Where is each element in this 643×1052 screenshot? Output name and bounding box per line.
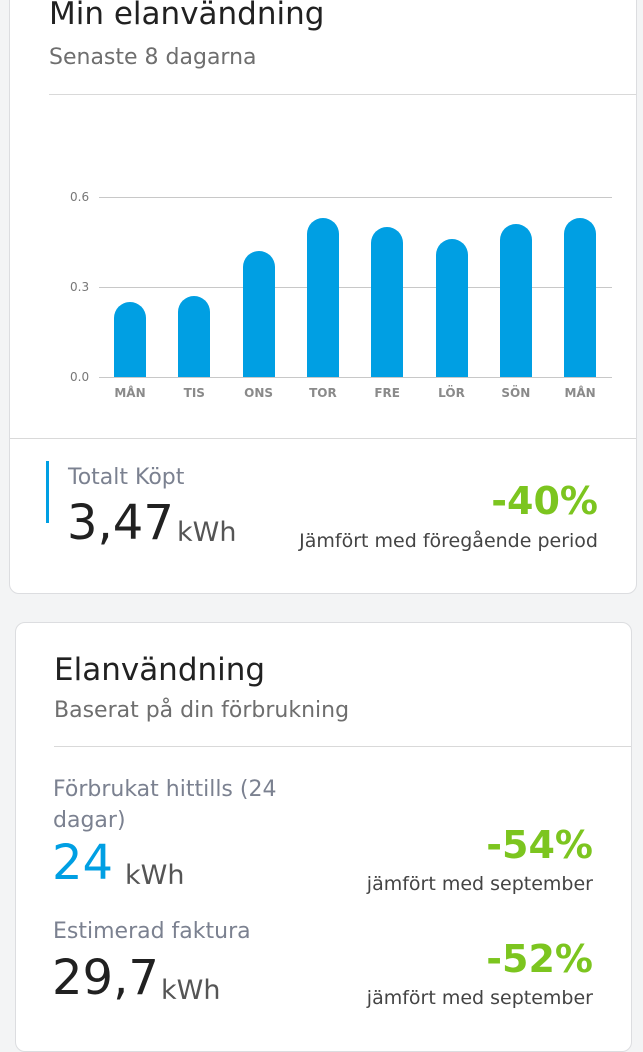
card-title: Min elanvändning	[49, 0, 325, 32]
x-tick-label: TIS	[183, 386, 205, 400]
x-tick-label: TOR	[309, 386, 337, 400]
total-change-percent: -40%	[491, 479, 598, 523]
card-subtitle: Senaste 8 dagarna	[49, 45, 257, 70]
x-tick-label: MÅN	[564, 386, 596, 400]
card-subtitle: Baserat på din förbrukning	[54, 698, 350, 723]
total-label: Totalt Köpt	[68, 465, 185, 490]
divider	[54, 746, 631, 747]
used-unit: kWh	[125, 860, 185, 891]
gridline	[99, 197, 612, 198]
card-title: Elanvändning	[54, 652, 266, 688]
total-unit: kWh	[177, 517, 237, 548]
consumption-card: Elanvändning Baserat på din förbrukning …	[15, 622, 632, 1052]
bar	[242, 251, 275, 377]
x-tick-label: FRE	[374, 386, 400, 400]
bar	[435, 239, 468, 377]
used-change-note: jämfört med september	[366, 873, 593, 895]
y-tick-label: 0.3	[70, 280, 90, 294]
bar	[499, 224, 532, 377]
used-label: Förbrukat hittills (24 dagar)	[53, 774, 276, 836]
total-value: 3,47	[67, 495, 174, 551]
y-tick-label: 0.6	[70, 190, 90, 204]
estimate-change-percent: -52%	[486, 937, 593, 981]
x-tick-label: SÖN	[501, 386, 531, 400]
divider	[10, 438, 636, 439]
x-tick-label: ONS	[244, 386, 274, 400]
usage-bar-chart: 0.6 0.3 0.0 MÅN TIS ONS TOR FRE LÖR SÖN MÅN	[10, 0, 638, 441]
bar	[371, 227, 404, 377]
estimate-unit: kWh	[161, 975, 221, 1006]
bar	[114, 302, 146, 377]
estimate-value: 29,7	[52, 950, 159, 1006]
usage-card: Min elanvändning Senaste 8 dagarna 0.6 0…	[9, 0, 637, 594]
used-value: 24	[52, 835, 114, 891]
estimate-label: Estimerad faktura	[53, 919, 251, 944]
estimate-change-note: jämfört med september	[366, 987, 593, 1009]
bar	[178, 296, 211, 377]
divider	[49, 94, 636, 95]
gridline	[99, 287, 612, 288]
gridline	[99, 377, 612, 378]
y-tick-label: 0.0	[70, 370, 90, 384]
used-change-percent: -54%	[486, 823, 593, 867]
x-tick-label: LÖR	[438, 386, 465, 400]
total-change-note: Jämfört med föregående period	[299, 530, 598, 552]
total-indicator-bar	[46, 461, 49, 523]
bar	[306, 218, 339, 377]
used-label-line2: dagar)	[53, 808, 126, 833]
used-label-line1: Förbrukat hittills (24	[53, 777, 277, 802]
bar	[564, 218, 597, 377]
x-tick-label: MÅN	[114, 386, 146, 400]
